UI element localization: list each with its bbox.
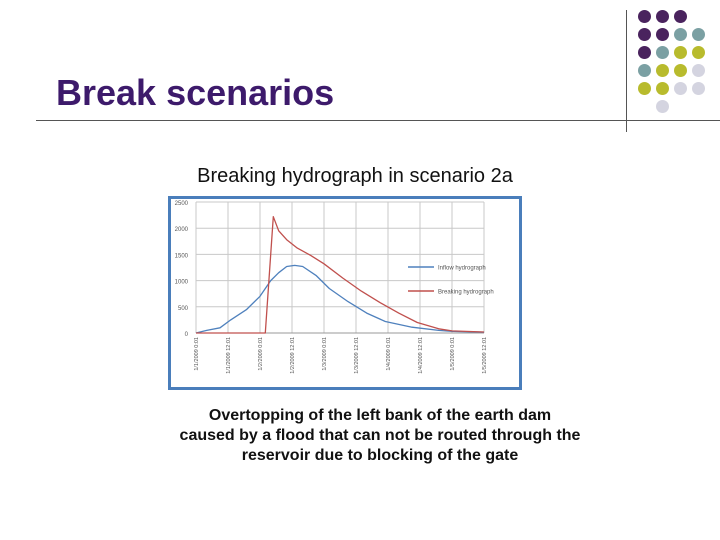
decorative-vertical-line [626,10,627,132]
chart-canvas: 0 500 1000 1500 2000 2500 1/1/2009 0:01 1/1/200… [171,199,519,387]
x-tick-label: 1/1/2009 0:01 [194,337,200,371]
decorative-dot [674,46,687,59]
y-tick-label: 1500 [175,253,189,259]
y-tick-label: 500 [178,306,189,312]
x-tick-label: 1/4/2009 0:01 [386,337,392,371]
caption-line-2: caused by a flood that can not be routed… [179,427,581,444]
y-tick-label: 2500 [175,201,189,207]
decorative-dot [674,64,687,77]
slide-title: Break scenarios [56,72,335,113]
decorative-dot [692,64,705,77]
decorative-dot [674,82,687,95]
x-tick-label: 1/4/2009 12:01 [418,337,424,374]
decorative-dot [656,100,669,113]
legend-label: Breaking hydrograph [438,290,494,296]
decorative-dot [656,28,669,41]
caption-line-1: Overtopping of the left bank of the eart… [208,407,552,424]
decorative-dot [674,10,687,23]
decorative-dot [674,28,687,41]
caption-line-3: reservoir due to blocking of the gate [241,447,519,464]
decorative-dot [638,10,651,23]
x-tick-label: 1/2/2009 12:01 [290,337,296,374]
x-tick-label: 1/5/2009 0:01 [450,337,456,371]
decorative-dot [656,46,669,59]
y-tick-label: 0 [185,332,189,338]
decorative-dot [638,64,651,77]
legend-label: Inflow hydrograph [438,266,486,272]
x-tick-label: 1/3/2009 0:01 [322,337,328,371]
decorative-dot-grid [636,8,720,120]
decorative-dot [692,46,705,59]
decorative-dot [638,82,651,95]
decorative-dot [656,82,669,95]
decorative-dot [638,28,651,41]
x-tick-label: 1/3/2009 12:01 [354,337,360,374]
y-tick-label: 2000 [175,227,189,233]
series-line-2 [196,216,485,334]
x-tick-label: 1/2/2009 0:01 [258,337,264,371]
series-line-1 [195,264,485,334]
decorative-dot [638,46,651,59]
chart-caption: Overtopping of the left bank of the eart… [120,406,640,466]
x-tick-label: 1/5/2009 12:01 [482,337,488,374]
decorative-dot [692,82,705,95]
title-divider [36,120,720,121]
hydrograph-chart: 0 500 1000 1500 2000 2500 1/1/2009 0:01 1/1/200… [168,196,522,390]
y-tick-label: 1000 [175,280,189,286]
chart-heading: Breaking hydrograph in scenario 2a [197,165,513,187]
decorative-dot [692,28,705,41]
decorative-dot [656,10,669,23]
x-tick-label: 1/1/2009 12:01 [226,337,232,374]
decorative-dot [656,64,669,77]
chart-plot-area [171,199,519,387]
